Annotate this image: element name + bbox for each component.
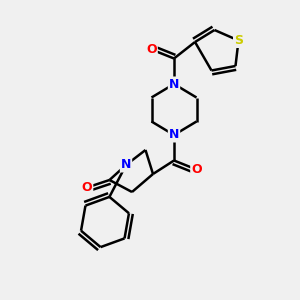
Text: O: O	[191, 163, 202, 176]
Text: O: O	[146, 43, 157, 56]
Text: N: N	[169, 77, 179, 91]
Text: O: O	[82, 181, 92, 194]
Text: N: N	[121, 158, 131, 172]
Text: N: N	[169, 128, 179, 142]
Text: S: S	[234, 34, 243, 47]
